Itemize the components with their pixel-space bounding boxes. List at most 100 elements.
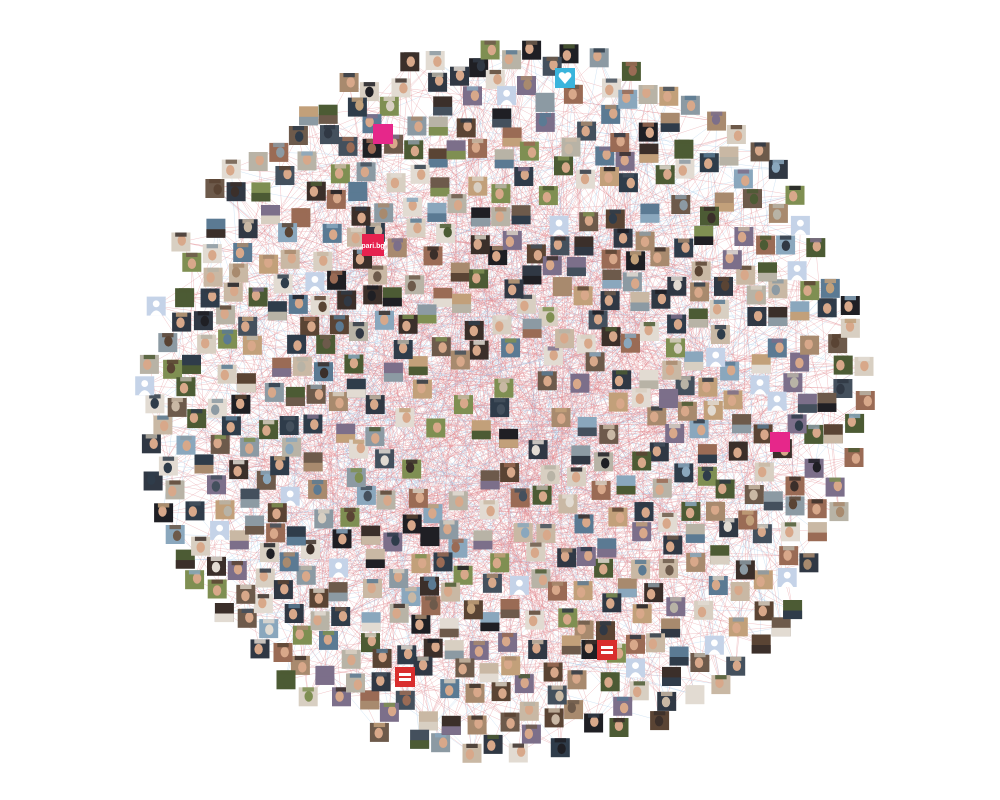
- avatar-node[interactable]: [621, 333, 640, 353]
- avatar-node[interactable]: [210, 434, 230, 454]
- avatar-node[interactable]: [736, 265, 756, 285]
- avatar-node[interactable]: [296, 565, 316, 585]
- avatar-node[interactable]: [205, 179, 225, 198]
- avatar-node[interactable]: [375, 310, 394, 330]
- avatar-node[interactable]: [694, 600, 714, 620]
- avatar-node[interactable]: [218, 329, 238, 349]
- avatar-node[interactable]: [363, 579, 382, 598]
- avatar-node[interactable]: [588, 310, 608, 330]
- avatar-node[interactable]: [790, 301, 810, 321]
- avatar-node[interactable]: [491, 207, 511, 227]
- avatar-node[interactable]: [238, 316, 258, 336]
- avatar-node[interactable]: [298, 687, 318, 707]
- avatar-node[interactable]: [236, 584, 256, 604]
- avatar-node[interactable]: [833, 355, 853, 375]
- avatar-node[interactable]: [187, 409, 207, 429]
- avatar-node[interactable]: [726, 125, 746, 144]
- avatar-node[interactable]: [408, 356, 428, 376]
- avatar-node[interactable]: [738, 510, 758, 530]
- avatar-node[interactable]: [753, 424, 773, 444]
- avatar-node[interactable]: [240, 488, 260, 508]
- avatar-node[interactable]: [450, 350, 470, 370]
- avatar-node[interactable]: [206, 218, 226, 238]
- avatar-node[interactable]: [806, 238, 826, 258]
- avatar-node[interactable]: [306, 181, 326, 201]
- avatar-node[interactable]: [270, 456, 290, 476]
- avatar-node[interactable]: [844, 448, 864, 467]
- avatar-node[interactable]: [418, 711, 438, 731]
- avatar-node[interactable]: [347, 227, 366, 247]
- avatar-node[interactable]: [303, 452, 323, 472]
- avatar-node[interactable]: [217, 364, 237, 384]
- default-avatar-node[interactable]: [767, 391, 787, 411]
- avatar-node[interactable]: [490, 553, 510, 573]
- avatar-node[interactable]: [389, 603, 409, 623]
- avatar-node[interactable]: [331, 607, 351, 626]
- avatar-node[interactable]: [500, 599, 520, 619]
- avatar-node[interactable]: [453, 565, 473, 585]
- avatar-node[interactable]: [719, 146, 739, 166]
- avatar-node[interactable]: [455, 658, 475, 678]
- avatar-node[interactable]: [436, 223, 455, 243]
- avatar-node[interactable]: [635, 231, 655, 251]
- avatar-node[interactable]: [214, 603, 234, 623]
- avatar-node[interactable]: [767, 338, 787, 358]
- avatar-node[interactable]: [240, 437, 260, 457]
- avatar-node[interactable]: [743, 189, 762, 209]
- avatar-node[interactable]: [601, 327, 621, 347]
- avatar-node[interactable]: [397, 645, 417, 665]
- avatar-node[interactable]: [517, 76, 536, 95]
- avatar-node[interactable]: [447, 194, 467, 214]
- avatar-node[interactable]: [308, 479, 328, 499]
- avatar-node[interactable]: [316, 334, 336, 354]
- avatar-node[interactable]: [573, 286, 593, 306]
- avatar-node[interactable]: [558, 608, 578, 628]
- avatar-node[interactable]: [544, 708, 564, 728]
- avatar-node[interactable]: [229, 460, 249, 480]
- avatar-node[interactable]: [559, 44, 579, 64]
- avatar-node[interactable]: [356, 162, 376, 182]
- avatar-node[interactable]: [735, 560, 755, 580]
- avatar-node[interactable]: [365, 548, 385, 568]
- avatar-node[interactable]: [555, 329, 575, 349]
- avatar-node[interactable]: [292, 625, 312, 645]
- avatar-node[interactable]: [535, 92, 555, 112]
- avatar-node[interactable]: [618, 173, 638, 193]
- avatar-node[interactable]: [674, 139, 694, 159]
- avatar-node[interactable]: [542, 256, 562, 276]
- avatar-node[interactable]: [723, 390, 743, 410]
- avatar-node[interactable]: [840, 318, 860, 338]
- avatar-node[interactable]: [454, 395, 473, 415]
- avatar-node[interactable]: [393, 340, 413, 359]
- avatar-node[interactable]: [521, 724, 541, 744]
- avatar-node[interactable]: [547, 685, 567, 705]
- avatar-node[interactable]: [433, 552, 453, 572]
- avatar-node[interactable]: [237, 608, 257, 628]
- avatar-node[interactable]: [469, 640, 489, 660]
- avatar-node[interactable]: [450, 66, 469, 86]
- avatar-node[interactable]: [290, 655, 310, 675]
- avatar-node[interactable]: [369, 722, 389, 742]
- avatar-node[interactable]: [726, 656, 746, 676]
- avatar-node[interactable]: [428, 148, 448, 168]
- default-avatar-node[interactable]: [146, 296, 166, 316]
- avatar-node[interactable]: [465, 683, 485, 703]
- avatar-node[interactable]: [854, 356, 874, 376]
- avatar-node[interactable]: [336, 423, 356, 443]
- avatar-node[interactable]: [395, 408, 415, 428]
- avatar-node[interactable]: [469, 58, 489, 78]
- avatar-node[interactable]: [259, 619, 279, 639]
- avatar-node[interactable]: [561, 635, 581, 655]
- avatar-node[interactable]: [410, 164, 430, 184]
- avatar-node[interactable]: [618, 89, 638, 109]
- avatar-node[interactable]: [182, 354, 201, 374]
- avatar-node[interactable]: [500, 712, 520, 732]
- avatar-node[interactable]: [543, 662, 563, 682]
- avatar-node[interactable]: [768, 306, 788, 326]
- avatar-node[interactable]: [202, 244, 222, 264]
- avatar-node[interactable]: [600, 167, 619, 186]
- avatar-node[interactable]: [339, 73, 359, 92]
- avatar-node[interactable]: [322, 223, 342, 243]
- avatar-node[interactable]: [143, 471, 163, 491]
- avatar-node[interactable]: [629, 681, 649, 701]
